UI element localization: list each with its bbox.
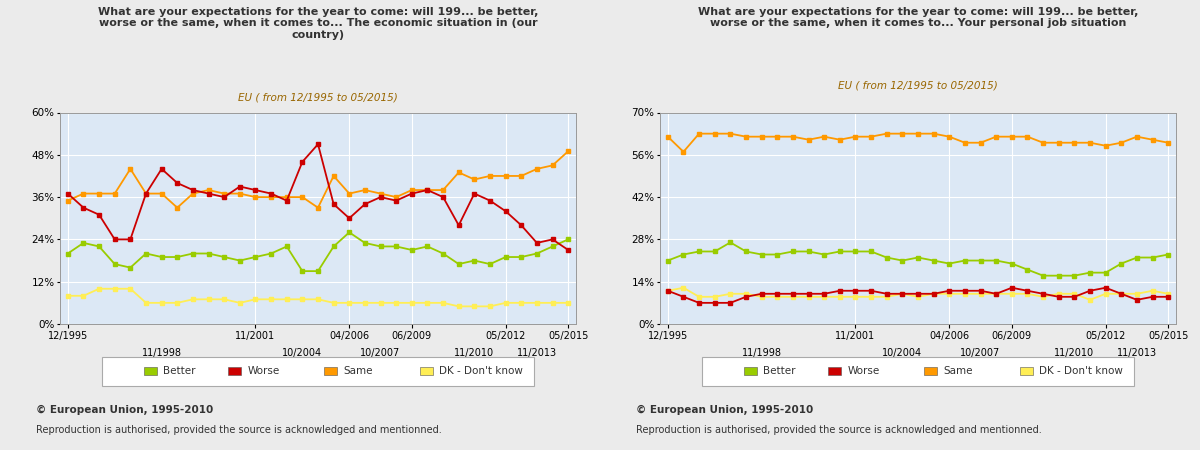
Text: DK - Don't know: DK - Don't know [1039, 366, 1123, 376]
Text: © European Union, 1995-2010: © European Union, 1995-2010 [36, 405, 214, 415]
Text: Same: Same [943, 366, 973, 376]
Text: Better: Better [163, 366, 196, 376]
Text: 11/1998: 11/1998 [742, 348, 781, 358]
Text: Reproduction is authorised, provided the source is acknowledged and mentionned.: Reproduction is authorised, provided the… [36, 425, 442, 435]
Text: 10/2004: 10/2004 [282, 348, 323, 358]
Text: Same: Same [343, 366, 373, 376]
Text: 11/2013: 11/2013 [1117, 348, 1157, 358]
Text: 10/2007: 10/2007 [960, 348, 1001, 358]
Text: Better: Better [763, 366, 796, 376]
Text: What are your expectations for the year to come: will 199... be better,
worse or: What are your expectations for the year … [698, 7, 1138, 28]
Text: 11/2010: 11/2010 [1055, 348, 1094, 358]
Text: © European Union, 1995-2010: © European Union, 1995-2010 [636, 405, 814, 415]
Text: Worse: Worse [847, 366, 880, 376]
Text: 11/1998: 11/1998 [142, 348, 181, 358]
Text: EU ( from 12/1995 to 05/2015): EU ( from 12/1995 to 05/2015) [838, 81, 998, 91]
Text: What are your expectations for the year to come: will 199... be better,
worse or: What are your expectations for the year … [98, 7, 538, 40]
Text: 11/2010: 11/2010 [455, 348, 494, 358]
Text: 11/2013: 11/2013 [517, 348, 557, 358]
Text: Reproduction is authorised, provided the source is acknowledged and mentionned.: Reproduction is authorised, provided the… [636, 425, 1042, 435]
Text: 10/2007: 10/2007 [360, 348, 401, 358]
Text: EU ( from 12/1995 to 05/2015): EU ( from 12/1995 to 05/2015) [238, 92, 398, 102]
Text: Worse: Worse [247, 366, 280, 376]
Text: DK - Don't know: DK - Don't know [439, 366, 523, 376]
Text: 10/2004: 10/2004 [882, 348, 923, 358]
